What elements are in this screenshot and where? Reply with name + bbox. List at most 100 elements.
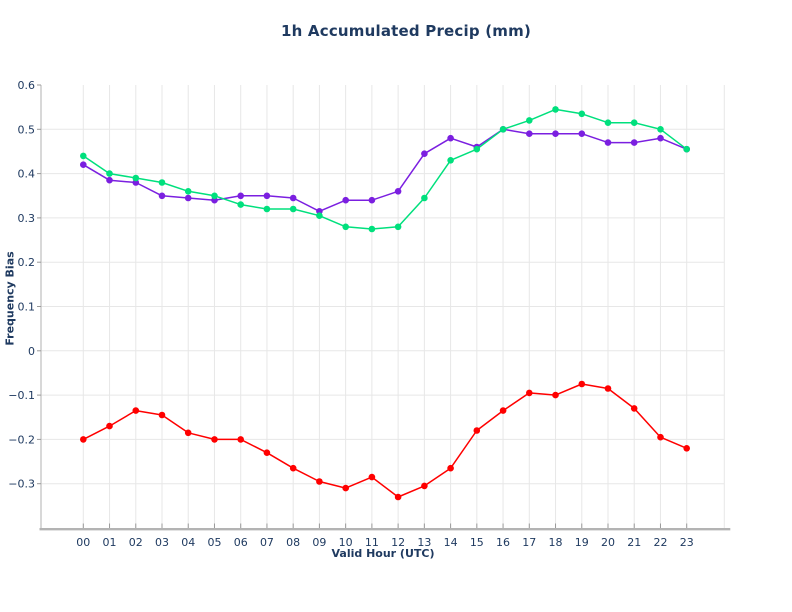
red-line-point bbox=[342, 484, 350, 492]
y-tick-label: 0 bbox=[28, 345, 35, 358]
red-line-point bbox=[657, 433, 664, 441]
x-tick-label: 16 bbox=[496, 536, 510, 549]
x-tick-label: 00 bbox=[76, 536, 90, 549]
red-line-point bbox=[237, 436, 244, 443]
x-tick-label: 07 bbox=[260, 536, 274, 549]
y-tick-label: 0.3 bbox=[18, 212, 36, 225]
green-line-point bbox=[368, 225, 376, 233]
red-line-point bbox=[526, 389, 533, 397]
red-line-point bbox=[106, 422, 113, 430]
red-line-point bbox=[447, 464, 454, 472]
x-tick-label: 11 bbox=[365, 536, 379, 549]
purple-line-point bbox=[342, 196, 350, 204]
green-line-point bbox=[683, 145, 690, 153]
purple-line-point bbox=[604, 139, 612, 146]
x-tick-label: 05 bbox=[207, 536, 221, 549]
x-tick-label: 10 bbox=[339, 536, 353, 549]
x-tick-label: 01 bbox=[103, 536, 117, 549]
y-tick-label: −0.1 bbox=[8, 389, 35, 402]
x-tick-label: 19 bbox=[575, 536, 589, 549]
x-tick-label: 08 bbox=[286, 536, 300, 549]
red-line-point bbox=[158, 411, 166, 419]
red-line-point bbox=[132, 407, 140, 414]
y-tick-label: 0.1 bbox=[18, 301, 36, 314]
purple-line-point bbox=[526, 130, 533, 137]
green-line-point bbox=[80, 152, 87, 160]
purple-line-point bbox=[578, 130, 586, 137]
y-tick-label: 0.5 bbox=[18, 123, 36, 136]
green-line-point bbox=[106, 170, 113, 177]
x-tick-label: 12 bbox=[391, 536, 405, 549]
green-line-point bbox=[184, 188, 192, 195]
red-line-point bbox=[604, 385, 612, 392]
green-line bbox=[82, 108, 688, 230]
green-line-point bbox=[552, 106, 559, 113]
purple-line-point bbox=[552, 130, 559, 137]
red-line-point bbox=[394, 493, 402, 501]
y-tick-label: 0.6 bbox=[18, 79, 36, 92]
x-tick-label: 13 bbox=[417, 536, 431, 549]
y-tick-label: −0.2 bbox=[8, 433, 35, 446]
green-line-point bbox=[237, 201, 244, 208]
green-line-point bbox=[473, 145, 481, 153]
y-axis-label: Frequency Bias bbox=[3, 251, 17, 346]
x-tick-label: 22 bbox=[653, 536, 667, 549]
x-tick-label: 18 bbox=[549, 536, 563, 549]
x-tick-label: 17 bbox=[522, 536, 536, 549]
red-line-point bbox=[630, 405, 638, 412]
red-line-point bbox=[263, 449, 271, 457]
green-line-point bbox=[578, 110, 586, 118]
x-tick-label: 15 bbox=[470, 536, 484, 549]
x-tick-label: 20 bbox=[601, 536, 615, 549]
y-tick-label: −0.3 bbox=[8, 478, 35, 491]
purple-line-point bbox=[80, 161, 87, 168]
purple-line-point bbox=[289, 194, 297, 202]
green-line-point bbox=[421, 194, 428, 202]
green-line-point bbox=[526, 117, 533, 124]
red-line-point bbox=[316, 478, 323, 485]
green-line-point bbox=[604, 119, 612, 126]
green-line-point bbox=[342, 223, 350, 231]
x-tick-label: 04 bbox=[181, 536, 195, 549]
red-line-point bbox=[184, 429, 192, 437]
y-tick-label: 0.2 bbox=[18, 256, 36, 269]
x-tick-label: 06 bbox=[234, 536, 248, 549]
green-line-point bbox=[211, 192, 218, 200]
red-line-point bbox=[289, 464, 297, 472]
chart-title: 1h Accumulated Precip (mm) bbox=[280, 22, 531, 40]
purple-line-point bbox=[158, 192, 166, 200]
x-tick-label: 09 bbox=[312, 536, 326, 549]
purple-line-point bbox=[237, 192, 244, 200]
purple-line-point bbox=[106, 176, 113, 184]
x-axis-label: Valid Hour (UTC) bbox=[331, 547, 435, 560]
red-line-point bbox=[552, 391, 559, 399]
purple-line-point bbox=[394, 188, 402, 195]
purple-line-point bbox=[368, 196, 376, 204]
x-tick-label: 21 bbox=[627, 536, 641, 549]
red-line-point bbox=[499, 407, 507, 414]
x-tick-label: 02 bbox=[129, 536, 143, 549]
y-tick-label: 0.4 bbox=[18, 168, 36, 181]
red-line-point bbox=[211, 436, 218, 443]
purple-line-point bbox=[447, 134, 454, 142]
green-line-point bbox=[657, 126, 664, 133]
red-line-point bbox=[80, 436, 87, 443]
red-line-point bbox=[421, 482, 428, 490]
green-line-point bbox=[132, 174, 140, 182]
purple-line-point bbox=[421, 150, 428, 157]
purple-line bbox=[82, 128, 687, 213]
red-line-point bbox=[368, 473, 376, 481]
purple-line-point bbox=[184, 194, 192, 202]
green-line-point bbox=[158, 179, 166, 186]
purple-line-point bbox=[630, 139, 638, 146]
x-tick-label: 03 bbox=[155, 536, 169, 549]
red-line-point bbox=[683, 445, 690, 452]
green-line-point bbox=[447, 157, 454, 164]
purple-line-point bbox=[263, 192, 271, 200]
red-line bbox=[82, 383, 687, 498]
green-line-point bbox=[394, 223, 402, 231]
green-line-point bbox=[289, 205, 297, 213]
green-line-point bbox=[263, 205, 271, 213]
